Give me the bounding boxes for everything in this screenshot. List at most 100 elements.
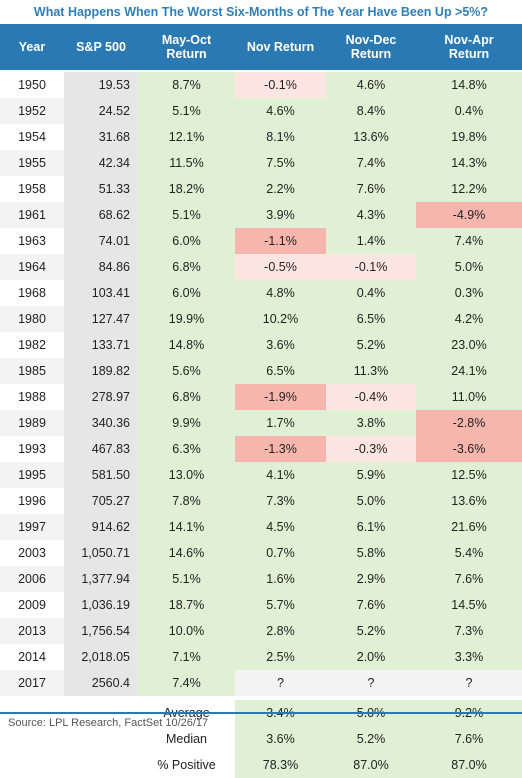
- cell-year: 1961: [18, 208, 46, 222]
- cell-sp500: 1,036.19: [64, 592, 138, 618]
- cell-nov-dec: 1.4%: [326, 228, 416, 254]
- table-row: 1955 42.34 11.5% 7.5% 7.4% 14.3%: [0, 150, 522, 176]
- cell-year: 1952: [18, 104, 46, 118]
- cell-year: 1989: [18, 416, 46, 430]
- table-title: What Happens When The Worst Six-Months o…: [33, 5, 489, 19]
- cell-may-oct: 6.0%: [138, 228, 235, 254]
- cell-sp500: 1,756.54: [64, 618, 138, 644]
- cell-nov-apr: 23.0%: [416, 332, 522, 358]
- header-row: Year S&P 500 May-Oct Return Nov Return N…: [0, 24, 522, 70]
- cell-may-oct: 5.1%: [138, 566, 235, 592]
- summary-value: 87.0%: [326, 752, 416, 778]
- cell-may-oct: 6.8%: [138, 384, 235, 410]
- cell-may-oct: 7.4%: [138, 670, 235, 696]
- table-row: 1954 31.68 12.1% 8.1% 13.6% 19.8%: [0, 124, 522, 150]
- cell-sp500: 467.83: [64, 436, 138, 462]
- cell-nov-apr: 19.8%: [416, 124, 522, 150]
- cell-nov-dec: 2.0%: [326, 644, 416, 670]
- cell-sp500: 51.33: [64, 176, 138, 202]
- cell-nov-dec: 0.4%: [326, 280, 416, 306]
- cell-year: 2006: [18, 572, 46, 586]
- cell-may-oct: 6.8%: [138, 254, 235, 280]
- cell-nov-dec: 4.6%: [326, 72, 416, 98]
- cell-nov: 1.6%: [235, 566, 326, 592]
- cell-sp500: 340.36: [64, 410, 138, 436]
- cell-may-oct: 13.0%: [138, 462, 235, 488]
- cell-nov-dec: 13.6%: [326, 124, 416, 150]
- cell-nov-dec: 5.8%: [326, 540, 416, 566]
- cell-may-oct: 6.0%: [138, 280, 235, 306]
- col-header-nov-dec: Nov-Dec Return: [345, 33, 397, 61]
- cell-nov-apr: -4.9%: [416, 202, 522, 228]
- cell-nov-apr: 14.3%: [416, 150, 522, 176]
- cell-nov: ?: [277, 676, 284, 690]
- cell-nov-apr: 13.6%: [416, 488, 522, 514]
- cell-nov-dec: 4.3%: [326, 202, 416, 228]
- cell-year: 2013: [18, 624, 46, 638]
- cell-year: 1985: [18, 364, 46, 378]
- cell-nov: 4.5%: [235, 514, 326, 540]
- cell-nov: -1.3%: [235, 436, 326, 462]
- cell-may-oct: 6.3%: [138, 436, 235, 462]
- cell-nov-apr: ?: [465, 676, 473, 690]
- table-row: 1985 189.82 5.6% 6.5% 11.3% 24.1%: [0, 358, 522, 384]
- cell-nov: 3.6%: [235, 332, 326, 358]
- table-row: 1988 278.97 6.8% -1.9% -0.4% 11.0%: [0, 384, 522, 410]
- cell-may-oct: 18.2%: [138, 176, 235, 202]
- cell-nov: -0.5%: [235, 254, 326, 280]
- table-row: 1982 133.71 14.8% 3.6% 5.2% 23.0%: [0, 332, 522, 358]
- col-header-nov-apr: Nov-Apr Return: [444, 33, 494, 61]
- cell-nov-apr: -3.6%: [416, 436, 522, 462]
- cell-nov-dec: 5.2%: [326, 332, 416, 358]
- cell-may-oct: 11.5%: [138, 150, 235, 176]
- cell-nov-apr: 0.3%: [416, 280, 522, 306]
- table-row: 2006 1,377.94 5.1% 1.6% 2.9% 7.6%: [0, 566, 522, 592]
- cell-year: 1988: [18, 390, 46, 404]
- cell-may-oct: 10.0%: [138, 618, 235, 644]
- cell-nov-apr: 24.1%: [416, 358, 522, 384]
- cell-nov-dec: -0.3%: [326, 436, 416, 462]
- cell-year: 1997: [18, 520, 46, 534]
- cell-nov-dec: 5.9%: [326, 462, 416, 488]
- cell-nov-apr: 3.3%: [416, 644, 522, 670]
- cell-sp500: 133.71: [64, 332, 138, 358]
- cell-sp500: 705.27: [64, 488, 138, 514]
- cell-nov-dec: 3.8%: [326, 410, 416, 436]
- cell-nov: 7.5%: [235, 150, 326, 176]
- cell-year: 1950: [18, 78, 46, 92]
- table-row: 1993 467.83 6.3% -1.3% -0.3% -3.6%: [0, 436, 522, 462]
- cell-year: 1964: [18, 260, 46, 274]
- cell-sp500: 103.41: [64, 280, 138, 306]
- cell-nov: 5.7%: [235, 592, 326, 618]
- col-header-sp500: S&P 500: [76, 40, 126, 54]
- cell-may-oct: 9.9%: [138, 410, 235, 436]
- cell-sp500: 278.97: [64, 384, 138, 410]
- cell-may-oct: 8.7%: [138, 72, 235, 98]
- cell-nov: 8.1%: [235, 124, 326, 150]
- cell-year: 2017: [18, 676, 46, 690]
- cell-nov-dec: 6.1%: [326, 514, 416, 540]
- cell-nov-dec: -0.1%: [326, 254, 416, 280]
- cell-sp500: 914.62: [64, 514, 138, 540]
- cell-nov-apr: 5.0%: [416, 254, 522, 280]
- cell-nov: 3.9%: [235, 202, 326, 228]
- cell-nov-apr: 0.4%: [416, 98, 522, 124]
- table-row: 1996 705.27 7.8% 7.3% 5.0% 13.6%: [0, 488, 522, 514]
- cell-sp500: 1,050.71: [64, 540, 138, 566]
- cell-sp500: 84.86: [64, 254, 138, 280]
- cell-year: 1982: [18, 338, 46, 352]
- table-row: 2003 1,050.71 14.6% 0.7% 5.8% 5.4%: [0, 540, 522, 566]
- col-header-year: Year: [18, 40, 46, 54]
- cell-year: 2014: [18, 650, 46, 664]
- cell-may-oct: 14.6%: [138, 540, 235, 566]
- cell-sp500: 74.01: [64, 228, 138, 254]
- summary-label: % Positive: [157, 758, 216, 772]
- cell-nov-apr: 14.8%: [416, 72, 522, 98]
- cell-nov-apr: -2.8%: [416, 410, 522, 436]
- summary-value: 78.3%: [235, 752, 326, 778]
- cell-nov: 1.7%: [235, 410, 326, 436]
- cell-nov-dec: 7.6%: [326, 592, 416, 618]
- cell-may-oct: 7.1%: [138, 644, 235, 670]
- cell-may-oct: 14.1%: [138, 514, 235, 540]
- summary-row: Median 3.6% 5.2% 7.6%: [0, 726, 522, 752]
